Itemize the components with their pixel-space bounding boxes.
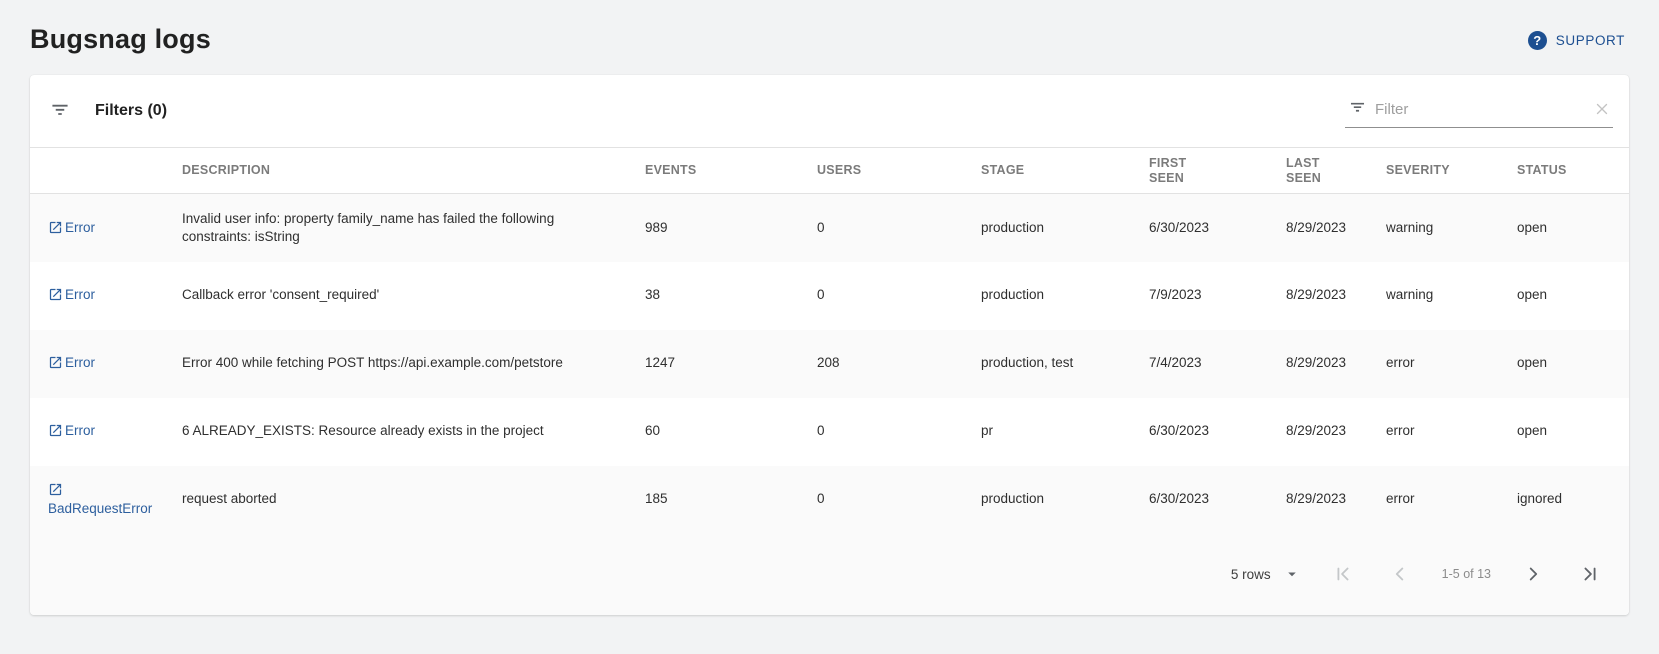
severity-cell: error: [1386, 491, 1415, 507]
close-icon: [1596, 103, 1608, 115]
error-link[interactable]: Error: [48, 287, 95, 302]
open-in-new-icon: [49, 425, 62, 437]
description-cell: request aborted: [182, 491, 277, 507]
users-cell: 0: [817, 287, 825, 303]
filter-input[interactable]: [1375, 100, 1584, 118]
stage-cell: production: [981, 491, 1045, 507]
status-cell: open: [1517, 423, 1548, 439]
error-link-label: Error: [65, 423, 95, 439]
last-seen-cell: 8/29/2023: [1286, 423, 1347, 439]
first-seen-cell: 7/4/2023: [1149, 355, 1202, 371]
column-header-last-seen: LAST SEEN: [1286, 147, 1386, 194]
table-row: Error Invalid user info: property family…: [30, 193, 1629, 262]
last-seen-cell: 8/29/2023: [1286, 287, 1347, 303]
first-seen-cell: 6/30/2023: [1149, 491, 1210, 507]
last-seen-cell: 8/29/2023: [1286, 491, 1347, 507]
last-seen-cell: 8/29/2023: [1286, 355, 1347, 371]
filter-field: [1345, 94, 1613, 128]
help-circle-icon: ?: [1527, 31, 1547, 50]
events-cell: 60: [645, 423, 661, 439]
severity-cell: error: [1386, 423, 1415, 439]
first-page-icon: [1337, 567, 1349, 581]
filters-toggle[interactable]: Filters (0): [50, 99, 167, 124]
error-link[interactable]: Error: [48, 423, 95, 438]
first-seen-cell: 6/30/2023: [1149, 219, 1210, 235]
column-header-first-seen: FIRST SEEN: [1149, 147, 1286, 194]
rows-per-page-select[interactable]: 5 rows: [1231, 565, 1301, 583]
previous-page-button[interactable]: [1385, 559, 1415, 589]
next-page-button[interactable]: [1518, 559, 1548, 589]
open-in-new-icon: [49, 221, 62, 233]
status-cell: open: [1517, 219, 1548, 235]
table-row: Error 6 ALREADY_EXISTS: Resource already…: [30, 398, 1629, 466]
events-cell: 185: [645, 491, 668, 507]
filter-icon: [1349, 98, 1366, 120]
error-link-label: Error: [65, 287, 95, 303]
filters-toolbar: Filters (0): [30, 75, 1629, 147]
first-seen-cell: 6/30/2023: [1149, 423, 1210, 439]
chevron-down-icon: [1287, 572, 1296, 577]
events-cell: 1247: [645, 355, 676, 371]
table-row: BadRequestError request aborted 185 0 pr…: [30, 465, 1629, 534]
stage-cell: pr: [981, 423, 994, 439]
clear-filter-button[interactable]: [1593, 100, 1611, 118]
column-header-description: DESCRIPTION: [182, 147, 645, 194]
last-page-button[interactable]: [1575, 559, 1605, 589]
stage-cell: production: [981, 287, 1045, 303]
description-cell: Error 400 while fetching POST https://ap…: [182, 355, 563, 371]
status-cell: open: [1517, 287, 1548, 303]
first-page-button[interactable]: [1328, 559, 1358, 589]
open-in-new-icon: [49, 357, 62, 369]
filters-label: Filters (0): [95, 102, 168, 119]
table-row: Error Callback error 'consent_required' …: [30, 262, 1629, 330]
column-header-users: USERS: [817, 147, 981, 194]
users-cell: 208: [817, 355, 840, 371]
description-cell: Callback error 'consent_required': [182, 287, 380, 303]
logs-table: DESCRIPTION EVENTS USERS STAGE FIRST SEE…: [30, 147, 1629, 534]
column-header-status: STATUS: [1517, 147, 1629, 194]
pagination-bar: 5 rows 1-5 of 13: [30, 533, 1629, 615]
chevron-right-icon: [1529, 567, 1538, 581]
open-in-new-icon: [49, 289, 62, 301]
severity-cell: warning: [1386, 219, 1434, 235]
support-label: SUPPORT: [1555, 33, 1625, 48]
last-seen-cell: 8/29/2023: [1286, 219, 1347, 235]
column-header-events: EVENTS: [645, 147, 817, 194]
column-header-severity: SEVERITY: [1386, 147, 1517, 194]
severity-cell: warning: [1386, 287, 1434, 303]
filter-list-icon: [50, 99, 70, 124]
stage-cell: production, test: [981, 355, 1074, 371]
stage-cell: production: [981, 219, 1045, 235]
status-cell: open: [1517, 355, 1548, 371]
events-cell: 38: [645, 287, 661, 303]
column-header-link: [30, 147, 182, 194]
page-header: Bugsnag logs ? SUPPORT: [0, 0, 1659, 75]
severity-cell: error: [1386, 355, 1415, 371]
events-cell: 989: [645, 219, 668, 235]
support-button[interactable]: ? SUPPORT: [1527, 31, 1625, 50]
last-page-icon: [1584, 567, 1596, 581]
table-header-row: DESCRIPTION EVENTS USERS STAGE FIRST SEE…: [30, 147, 1629, 194]
error-link-label: Error: [65, 355, 95, 371]
status-cell: ignored: [1517, 491, 1563, 507]
page-title: Bugsnag logs: [30, 24, 211, 54]
description-cell: Invalid user info: property family_name …: [182, 210, 555, 244]
pagination-range-label: 1-5 of 13: [1441, 567, 1491, 582]
chevron-left-icon: [1395, 567, 1403, 581]
users-cell: 0: [817, 491, 825, 507]
table-row: Error Error 400 while fetching POST http…: [30, 329, 1629, 398]
rows-per-page-label: 5 rows: [1230, 566, 1271, 582]
error-link[interactable]: Error: [48, 220, 95, 235]
first-seen-cell: 7/9/2023: [1149, 287, 1202, 303]
users-cell: 0: [817, 219, 825, 235]
open-in-new-icon: [49, 484, 62, 496]
users-cell: 0: [817, 423, 825, 439]
error-link-label: Error: [65, 219, 95, 235]
description-cell: 6 ALREADY_EXISTS: Resource already exist…: [182, 423, 544, 439]
column-header-stage: STAGE: [981, 147, 1149, 194]
error-link-label: BadRequestError: [48, 500, 153, 516]
logs-card: Filters (0): [30, 75, 1629, 615]
error-link[interactable]: BadRequestError: [48, 482, 153, 516]
error-link[interactable]: Error: [48, 355, 95, 370]
